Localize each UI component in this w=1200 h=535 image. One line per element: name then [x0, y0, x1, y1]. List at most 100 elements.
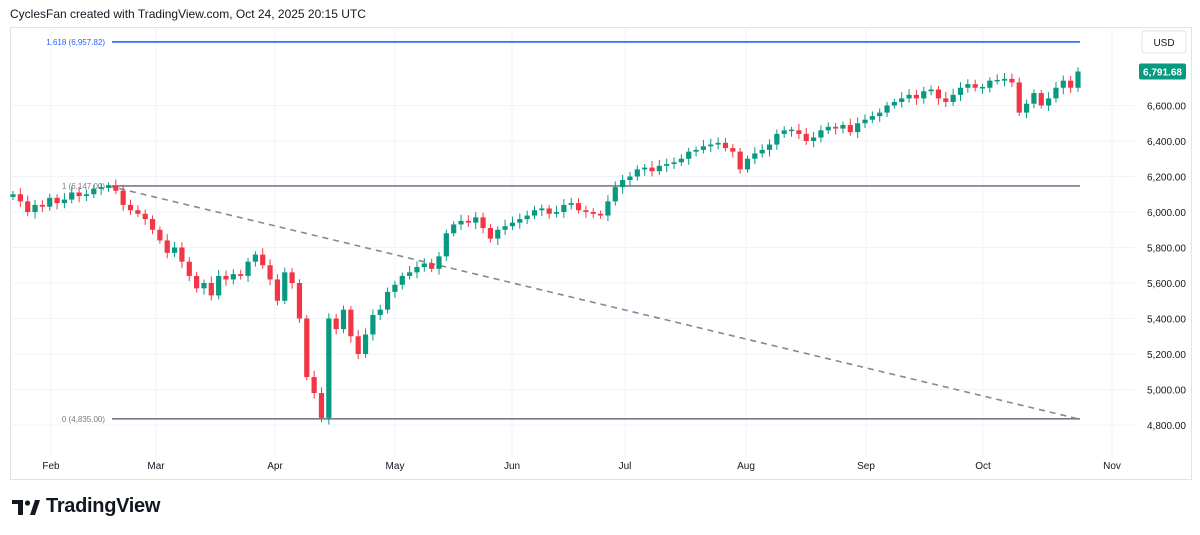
candle-body: [539, 208, 545, 211]
candle-body: [994, 79, 1000, 82]
candle-body: [348, 309, 354, 337]
y-tick-label: 5,800.00: [1147, 244, 1186, 255]
candle-body: [407, 272, 413, 276]
candle-body: [113, 185, 119, 191]
candle-body: [208, 283, 214, 296]
candle-body: [274, 279, 281, 301]
candle-body: [583, 210, 589, 212]
y-tick-label: 5,400.00: [1147, 315, 1186, 326]
candle-body: [752, 153, 758, 159]
candle-body: [142, 213, 148, 220]
candle-body: [722, 142, 729, 149]
x-axis: Feb Mar Apr May Jun Jul Aug Sep Oct Nov: [42, 461, 1121, 472]
candle-body: [384, 291, 391, 310]
candle-body: [201, 283, 207, 289]
candle-body: [10, 194, 16, 197]
candle-body: [906, 94, 912, 99]
candle-body: [1001, 78, 1008, 81]
x-tick-label: Jun: [504, 461, 520, 472]
candle-body: [972, 84, 978, 88]
candle-body: [98, 187, 104, 189]
candle-body: [524, 215, 530, 220]
candle-body: [575, 203, 582, 211]
candle-body: [1060, 80, 1066, 88]
last-price-tag: [1139, 63, 1186, 80]
candle-body: [678, 158, 684, 163]
candle-body: [847, 125, 853, 133]
trendline: [108, 185, 1079, 420]
candle-body: [436, 256, 442, 269]
x-tick-label: Oct: [975, 461, 991, 472]
candle-body: [443, 233, 449, 257]
candle-body: [326, 318, 332, 418]
candle-body: [362, 334, 369, 354]
candle-body: [642, 167, 648, 170]
candle-body: [127, 204, 134, 211]
currency-box: [1141, 30, 1187, 54]
candle-body: [83, 194, 90, 197]
candle-body: [311, 377, 317, 394]
candle-body: [260, 254, 266, 266]
candle-body: [730, 148, 736, 152]
x-tick-label: May: [386, 461, 405, 472]
candle-body: [238, 274, 244, 276]
currency-label: USD: [1153, 38, 1174, 49]
candle-body: [803, 133, 809, 141]
candle-body: [318, 393, 325, 418]
candle-body: [480, 217, 486, 228]
candle-body: [230, 274, 236, 280]
candle-body: [568, 203, 574, 205]
candle-body: [855, 123, 861, 133]
candle-body: [818, 130, 824, 138]
candle-body: [774, 133, 780, 145]
candle-body: [377, 309, 383, 315]
candle-body: [370, 314, 376, 335]
candle-body: [708, 144, 714, 147]
x-tick-label: Jul: [619, 461, 632, 472]
candle-body: [553, 212, 560, 214]
candle-body: [928, 89, 934, 92]
candle-body: [612, 187, 618, 202]
candle-body: [223, 275, 229, 280]
candle-body: [597, 213, 604, 216]
candle-body: [913, 94, 920, 99]
candle-body: [810, 137, 817, 141]
chart-frame: [10, 27, 1192, 480]
y-tick-label: 6,000.00: [1147, 208, 1186, 219]
candle-body: [840, 125, 846, 129]
x-tick-label: Apr: [267, 461, 283, 472]
candle-body: [47, 197, 53, 207]
candle-body: [1016, 82, 1022, 113]
candle-body: [458, 220, 464, 225]
candle-body: [502, 226, 508, 230]
candle-body: [634, 169, 640, 177]
candle-body: [693, 149, 699, 152]
candle-body: [1053, 87, 1059, 99]
candle-body: [788, 129, 795, 132]
candle-body: [32, 204, 38, 212]
candle-body: [1046, 98, 1052, 106]
candle-body: [429, 263, 435, 269]
candle-body: [355, 336, 361, 354]
y-tick-label: 6,600.00: [1147, 102, 1186, 113]
candle-body: [979, 87, 986, 89]
candle-body: [899, 98, 905, 102]
candle-body: [1068, 80, 1074, 88]
candle-body: [289, 272, 295, 283]
candle-body: [965, 84, 971, 88]
candle-body: [465, 220, 471, 223]
fib-levels: 1.618 (6,957.82) 1 (6,147.00) 0 (4,835.00): [46, 38, 1080, 424]
x-tick-label: Feb: [42, 461, 60, 472]
candle-body: [120, 190, 126, 205]
x-tick-label: Sep: [857, 461, 875, 472]
candle-body: [671, 162, 677, 165]
candle-body: [135, 210, 141, 214]
candle-body: [700, 146, 707, 150]
candle-body: [157, 229, 163, 241]
candle-body: [216, 275, 222, 296]
candle-body: [252, 254, 258, 262]
candle-body: [54, 197, 60, 204]
tradingview-logo-text: TradingView: [46, 495, 161, 517]
candle-body: [737, 151, 743, 170]
